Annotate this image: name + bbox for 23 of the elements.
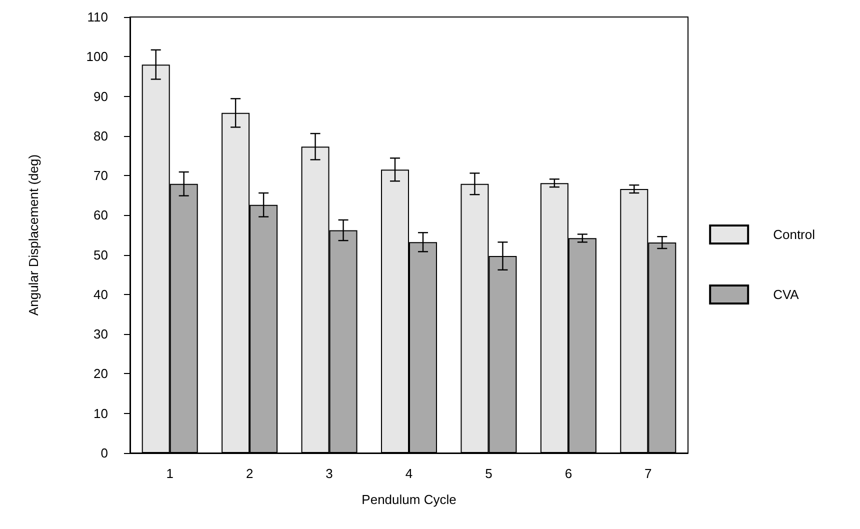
y-axis-title: Angular Displacement (deg) [26, 154, 41, 316]
x-tick-label: 2 [246, 466, 254, 481]
y-tick-label: 20 [94, 366, 108, 382]
legend-label: Control [773, 227, 816, 242]
x-tick-label: 5 [485, 466, 492, 481]
x-axis-title: Pendulum Cycle [362, 492, 456, 507]
y-tick-label: 80 [94, 128, 108, 144]
y-tick-label: 110 [87, 10, 108, 24]
x-tick-label: 4 [405, 466, 413, 481]
x-tick-label: 3 [326, 466, 333, 481]
legend-label: CVA [773, 287, 800, 302]
y-tick-label: 60 [94, 208, 108, 223]
y-tick-label: 0 [100, 446, 108, 460]
x-tick-label: 6 [564, 466, 572, 481]
y-tick-label: 30 [94, 326, 108, 342]
y-tick-label: 70 [94, 168, 108, 184]
y-tick-label: 90 [94, 88, 108, 104]
x-tick-label: 1 [166, 466, 174, 481]
y-tick-label: 10 [94, 406, 108, 421]
y-tick-label: 100 [86, 49, 108, 64]
y-tick-label: 50 [94, 247, 108, 262]
y-tick-label: 40 [94, 286, 108, 302]
x-tick-label: 7 [644, 466, 652, 481]
